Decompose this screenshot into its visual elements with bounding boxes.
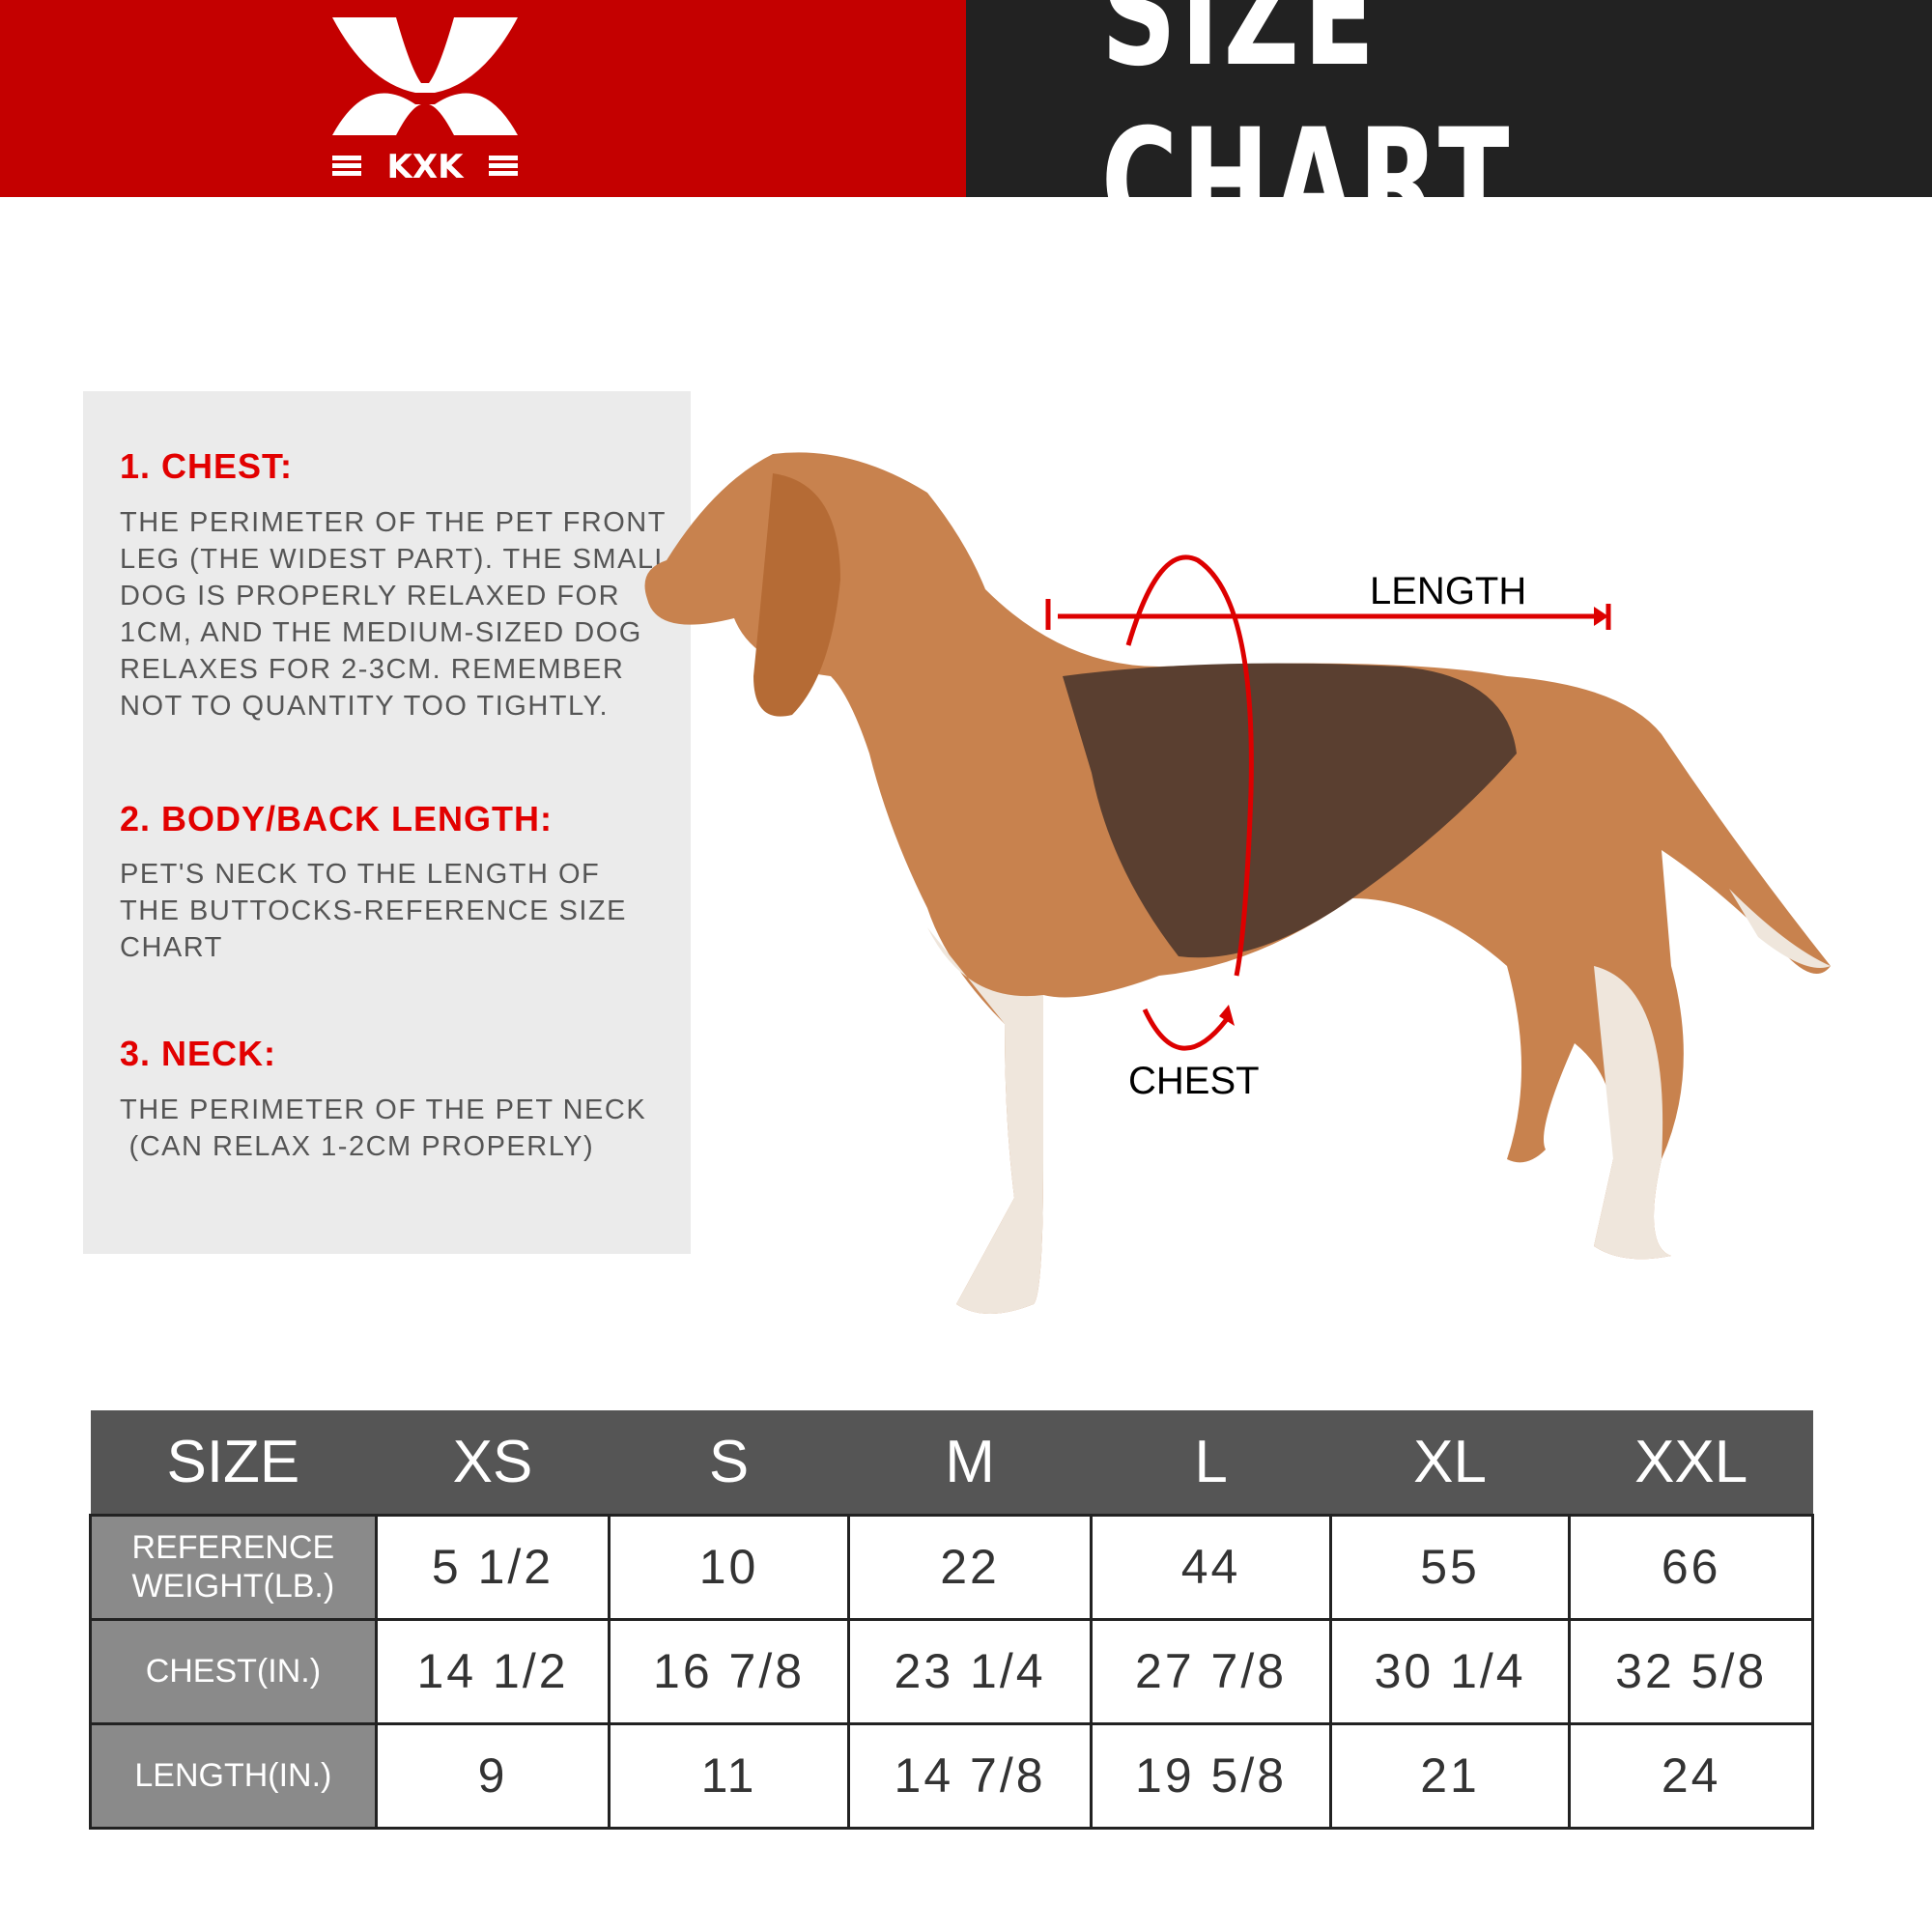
length-measure-line bbox=[1045, 599, 1611, 630]
cell: 16 7/8 bbox=[608, 1617, 850, 1725]
cell: 21 bbox=[1328, 1721, 1572, 1830]
cell: 27 7/8 bbox=[1090, 1617, 1332, 1725]
cell: 24 bbox=[1568, 1721, 1814, 1830]
page-title: SIZE CHART bbox=[1101, 0, 1514, 267]
row-label: REFERENCE WEIGHT(LB.) bbox=[89, 1513, 378, 1621]
cell: 14 1/2 bbox=[374, 1617, 611, 1725]
row-label: LENGTH(IN.) bbox=[89, 1721, 378, 1830]
header-xs: XS bbox=[376, 1410, 610, 1515]
header-size: SIZE bbox=[90, 1410, 377, 1515]
kxk-logo: KXK bbox=[332, 17, 518, 185]
cell: 32 5/8 bbox=[1568, 1617, 1814, 1725]
length-description: PET'S NECK TO THE LENGTH OF THE BUTTOCKS… bbox=[120, 859, 627, 963]
cell: 30 1/4 bbox=[1328, 1617, 1572, 1725]
length-label: LENGTH bbox=[1370, 570, 1527, 612]
dog-illustration bbox=[644, 452, 1831, 1314]
cell: 5 1/2 bbox=[374, 1513, 611, 1621]
header-xxl: XXL bbox=[1569, 1410, 1813, 1515]
header-m: M bbox=[848, 1410, 1092, 1515]
table-header-row: SIZE XS S M L XL XXL bbox=[90, 1410, 1813, 1515]
length-arrowhead bbox=[1594, 607, 1608, 626]
table-row: LENGTH(IN.) 9 11 14 7/8 19 5/8 21 24 bbox=[89, 1721, 1814, 1830]
chest-measure-line bbox=[1125, 554, 1254, 1051]
cell: 19 5/8 bbox=[1090, 1721, 1332, 1830]
chest-label: CHEST bbox=[1128, 1060, 1260, 1102]
header-l: L bbox=[1091, 1410, 1331, 1515]
cell: 55 bbox=[1328, 1513, 1572, 1621]
dog-measurement-diagram bbox=[644, 452, 1831, 1314]
header-title-area bbox=[966, 0, 1932, 197]
size-table: SIZE XS S M L XL XXL REFERENCE WEIGHT(LB… bbox=[89, 1410, 1814, 1830]
neck-heading: 3. NECK: bbox=[120, 1034, 277, 1073]
chest-description: THE PERIMETER OF THE PET FRONT LEG (THE … bbox=[120, 507, 672, 722]
measurement-guide-panel bbox=[83, 391, 691, 1254]
table-row: CHEST(IN.) 14 1/2 16 7/8 23 1/4 27 7/8 3… bbox=[89, 1617, 1814, 1725]
cell: 10 bbox=[608, 1513, 850, 1621]
cell: 14 7/8 bbox=[846, 1721, 1094, 1830]
chest-heading: 1. CHEST: bbox=[120, 446, 294, 486]
header-xl: XL bbox=[1330, 1410, 1570, 1515]
cell: 11 bbox=[608, 1721, 850, 1830]
cell: 9 bbox=[374, 1721, 611, 1830]
cell: 66 bbox=[1568, 1513, 1814, 1621]
header-s: S bbox=[609, 1410, 849, 1515]
cell: 22 bbox=[846, 1513, 1094, 1621]
length-heading: 2. BODY/BACK LENGTH: bbox=[120, 799, 554, 838]
table-row: REFERENCE WEIGHT(LB.) 5 1/2 10 22 44 55 … bbox=[89, 1513, 1814, 1621]
chest-arrowhead bbox=[1219, 1005, 1235, 1026]
cell: 23 1/4 bbox=[846, 1617, 1094, 1725]
svg-text:KXK: KXK bbox=[387, 148, 466, 185]
cell: 44 bbox=[1090, 1513, 1332, 1621]
neck-description: THE PERIMETER OF THE PET NECK (CAN RELAX… bbox=[120, 1094, 647, 1162]
row-label: CHEST(IN.) bbox=[89, 1617, 378, 1725]
